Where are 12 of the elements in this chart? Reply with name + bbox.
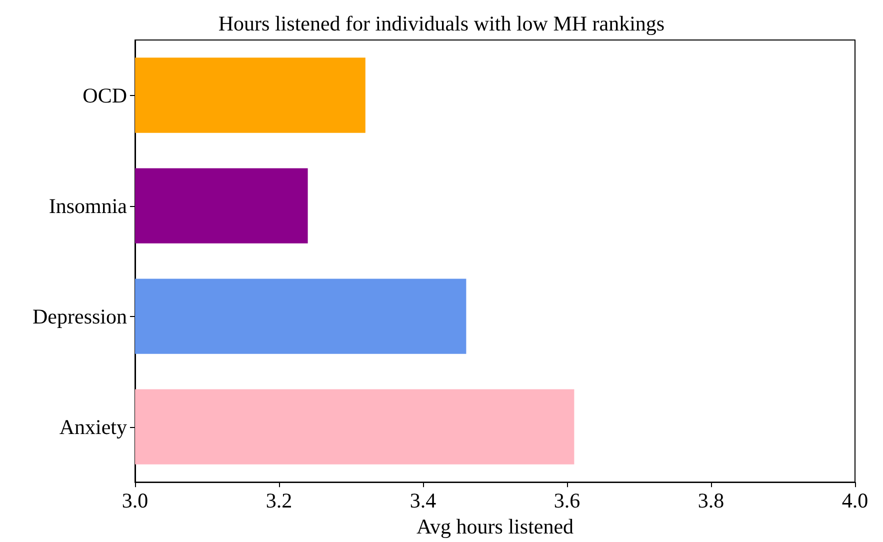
x-tick-label: 3.2 — [266, 488, 292, 513]
y-tick-label: Anxiety — [59, 414, 128, 439]
x-tick-label: 3.0 — [122, 488, 148, 513]
x-tick-label: 3.4 — [410, 488, 437, 513]
x-axis-title: Avg hours listened — [416, 514, 574, 538]
x-tick-label: 3.6 — [554, 488, 580, 513]
y-tick-label: Depression — [32, 304, 128, 328]
y-tick-label: Insomnia — [48, 194, 128, 218]
x-tick-label: 4.0 — [842, 488, 868, 513]
y-tick-label: OCD — [82, 83, 127, 108]
chart-title: Hours listened for individuals with low MH rankings — [218, 12, 665, 36]
x-tick-label: 3.8 — [698, 488, 724, 513]
